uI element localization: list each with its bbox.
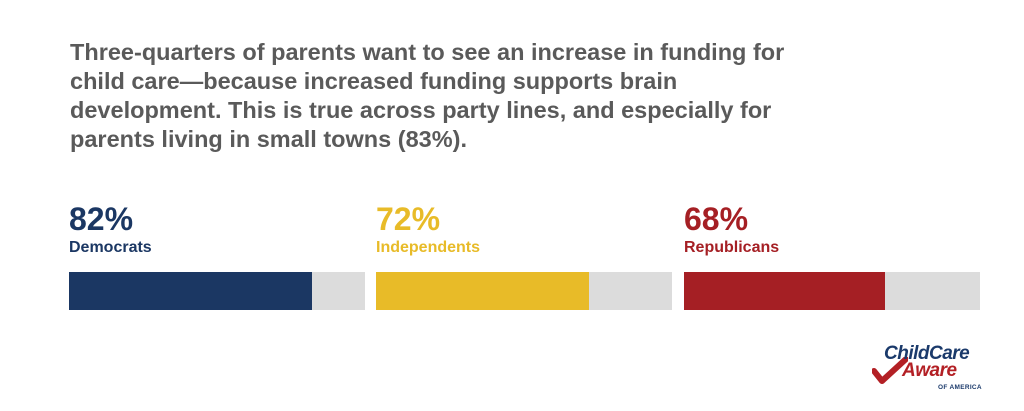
stat-value-republicans: 68% bbox=[684, 201, 749, 237]
stat-label-democrats: Democrats bbox=[69, 239, 152, 256]
logo-line-childcare: ChildCare bbox=[884, 343, 970, 364]
stat-republicans: 68% Republicans bbox=[684, 200, 980, 310]
childcare-aware-logo: ChildCare Aware OF AMERICA bbox=[872, 343, 992, 401]
stat-independents: 72% Independents bbox=[376, 200, 672, 310]
bar-fill-independents bbox=[376, 272, 590, 310]
stat-label-republicans: Republicans bbox=[684, 239, 780, 256]
bar-track-republicans bbox=[684, 272, 980, 310]
bar-fill-republicans bbox=[684, 272, 886, 310]
bar-track-independents bbox=[376, 272, 672, 310]
bar-track-democrats bbox=[69, 272, 365, 310]
logo-line-of-america: OF AMERICA bbox=[938, 384, 982, 391]
headline: Three-quarters of parents want to see an… bbox=[70, 39, 785, 152]
stat-value-independents: 72% bbox=[376, 201, 441, 237]
stat-label-independents: Independents bbox=[376, 239, 481, 256]
logo-line-aware: Aware bbox=[902, 360, 957, 381]
bar-fill-democrats bbox=[69, 272, 312, 310]
red-checkmark-icon bbox=[872, 357, 908, 384]
stat-democrats: 82% Democrats bbox=[69, 200, 365, 310]
stat-value-democrats: 82% bbox=[69, 201, 134, 237]
